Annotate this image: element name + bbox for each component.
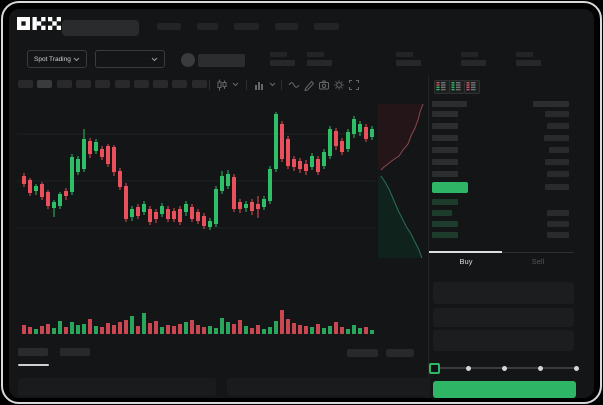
fullscreen-icon[interactable] [348, 79, 360, 91]
stat-value-2 [396, 60, 421, 66]
timeframe-button-1[interactable] [37, 80, 53, 88]
timeframe-button-6[interactable] [133, 80, 149, 88]
ask-row-price-4[interactable] [432, 159, 458, 165]
bid-row-price-2[interactable] [432, 221, 458, 227]
settings-gear-icon[interactable] [333, 79, 345, 91]
tab-sell[interactable]: Sell [531, 257, 545, 266]
search-input[interactable] [62, 20, 139, 36]
stat-label-1 [307, 52, 324, 57]
timeframe-button-8[interactable] [172, 80, 188, 88]
ob-col-header-price [432, 101, 467, 107]
ask-row-amount-4[interactable] [545, 159, 569, 165]
ask-row-price-1[interactable] [432, 123, 458, 129]
pair-selector-dropdown[interactable] [95, 50, 165, 68]
nav-item-0[interactable] [157, 23, 181, 30]
book-bids-only-icon[interactable] [449, 80, 465, 94]
ask-row-amount-0[interactable] [545, 111, 569, 117]
active-tab-indicator [429, 251, 502, 253]
bid-row-amount-1[interactable] [547, 210, 569, 216]
timeframe-button-3[interactable] [75, 80, 91, 88]
bottom-panel-1 [227, 378, 430, 396]
stat-value-3 [461, 60, 486, 66]
pair-name-placeholder [198, 54, 245, 67]
slider-handle[interactable] [429, 363, 440, 374]
bottom-tab-history[interactable] [60, 348, 90, 356]
nav-item-4[interactable] [314, 23, 339, 30]
slider-stop-25[interactable] [466, 365, 472, 371]
token-avatar [181, 53, 195, 67]
ask-row-amount-2[interactable] [544, 135, 569, 141]
bid-row-price-0[interactable] [432, 199, 458, 205]
bottom-placeholder-1 [386, 349, 414, 357]
panel-divider [428, 75, 429, 398]
slider-stop-100[interactable] [573, 365, 579, 371]
app-window: Spot Trading [9, 9, 594, 398]
bid-row-amount-2[interactable] [547, 221, 569, 227]
timeframe-button-2[interactable] [56, 80, 72, 88]
indicators-icon[interactable] [253, 79, 265, 91]
market-type-dropdown[interactable]: Spot Trading [27, 50, 87, 68]
total-input[interactable] [433, 330, 574, 351]
stat-value-1 [307, 60, 332, 66]
bottom-panel-0 [18, 378, 216, 396]
stat-label-4 [516, 52, 533, 57]
bid-row-price-3[interactable] [432, 232, 458, 238]
price-input[interactable] [433, 282, 574, 304]
tab-divider [502, 252, 574, 253]
divider [246, 80, 247, 90]
ask-row-amount-3[interactable] [549, 147, 569, 153]
ask-row-price-5[interactable] [432, 171, 458, 177]
ask-row-amount-5[interactable] [547, 171, 569, 177]
divider [281, 80, 282, 90]
buy-submit-button[interactable] [433, 381, 576, 398]
draw-pencil-icon[interactable] [303, 79, 315, 91]
nav-item-1[interactable] [197, 23, 218, 30]
okx-logo-icon [17, 16, 61, 32]
chevron-down-icon [151, 57, 158, 62]
stat-label-2 [396, 52, 413, 57]
ask-row-amount-1[interactable] [547, 123, 569, 129]
timeframe-button-5[interactable] [114, 80, 130, 88]
timeframe-button-0[interactable] [18, 80, 33, 88]
timeframe-button-9[interactable] [191, 80, 207, 88]
ask-row-price-2[interactable] [432, 135, 458, 141]
chevron-down-icon[interactable] [232, 82, 239, 87]
candlestick-chart[interactable] [17, 96, 375, 334]
bid-row-amount-3[interactable] [547, 232, 569, 238]
nav-item-3[interactable] [275, 23, 298, 30]
stat-label-0 [270, 52, 287, 57]
market-type-label: Spot Trading [34, 55, 71, 63]
book-asks-only-icon[interactable] [464, 80, 480, 94]
chevron-down-icon[interactable] [269, 82, 276, 87]
slider-stop-75[interactable] [537, 365, 543, 371]
stat-value-4 [516, 60, 541, 66]
camera-icon[interactable] [318, 79, 330, 91]
timeframe-button-7[interactable] [153, 80, 169, 88]
stat-value-0 [270, 60, 295, 66]
bottom-tab-orders[interactable] [18, 348, 48, 356]
timeframe-button-4[interactable] [95, 80, 111, 88]
amount-input[interactable] [433, 308, 574, 327]
divider [209, 80, 210, 90]
bottom-placeholder-0 [347, 349, 378, 357]
stat-label-3 [461, 52, 478, 57]
last-price-amount [545, 184, 569, 190]
candle-type-icon[interactable] [216, 79, 228, 91]
last-price-badge[interactable] [432, 182, 468, 193]
ask-row-price-0[interactable] [432, 111, 458, 117]
chevron-down-icon [73, 57, 80, 62]
slider-stop-50[interactable] [502, 365, 507, 371]
bottom-active-tab-underline [18, 364, 49, 366]
tab-buy[interactable]: Buy [459, 257, 473, 266]
line-style-wave-icon[interactable] [288, 79, 300, 91]
ob-col-header-amount [533, 101, 569, 107]
nav-item-2[interactable] [234, 23, 259, 30]
ask-row-price-3[interactable] [432, 147, 458, 153]
book-combined-icon[interactable] [434, 80, 450, 94]
depth-chart[interactable] [378, 96, 428, 286]
bid-row-price-1[interactable] [432, 210, 452, 216]
